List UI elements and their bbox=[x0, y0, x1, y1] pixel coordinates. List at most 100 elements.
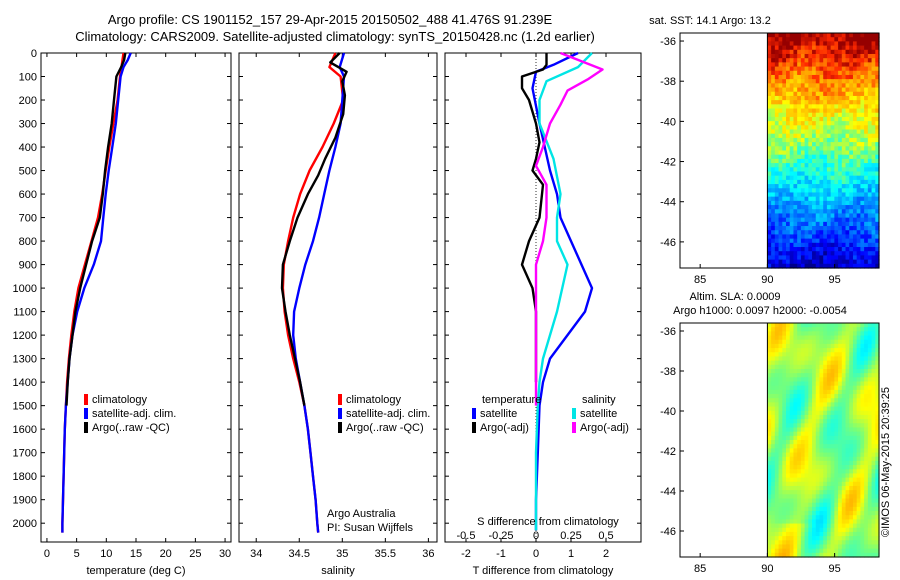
y-tick-label: 1200 bbox=[13, 330, 37, 342]
legend-swatch bbox=[84, 408, 88, 419]
map-x-tick-label: 95 bbox=[829, 274, 841, 286]
series-line-diff-2 bbox=[534, 52, 593, 531]
legend-swatch bbox=[84, 422, 88, 433]
x-tick-label-sal: 35.5 bbox=[375, 548, 396, 560]
y-tick-label: 1000 bbox=[13, 283, 37, 295]
map-x-tick-label: 95 bbox=[829, 563, 841, 575]
s-diff-tick-label: 0.25 bbox=[560, 530, 581, 542]
y-tick-label: 1100 bbox=[13, 307, 37, 319]
series-line-sal-2 bbox=[280, 52, 348, 406]
x-tick-label-diff: 1 bbox=[568, 548, 574, 560]
y-tick-label: 900 bbox=[19, 260, 37, 272]
legend-label: Argo(-adj) bbox=[480, 422, 529, 434]
map-y-tick-label: -40 bbox=[660, 406, 676, 418]
y-tick-label: 500 bbox=[19, 166, 37, 178]
s-diff-tick-label: -0.5 bbox=[457, 530, 476, 542]
map-y-tick-label: -38 bbox=[660, 366, 676, 378]
title-line2: Climatology: CARS2009. Satellite-adjuste… bbox=[75, 29, 595, 44]
x-tick-label-temp: 0 bbox=[44, 548, 50, 560]
x-tick-label-temp: 20 bbox=[160, 548, 172, 560]
map-y-tick-label: -46 bbox=[660, 526, 676, 538]
series-line-temp-1 bbox=[61, 52, 132, 533]
legend-swatch bbox=[338, 394, 342, 405]
legend-label: climatology bbox=[92, 394, 148, 406]
legend-swatch bbox=[338, 422, 342, 433]
s-diff-tick-label: 0 bbox=[533, 530, 539, 542]
y-tick-label: 1800 bbox=[13, 471, 37, 483]
x-axis-label-diff: T difference from climatology bbox=[473, 565, 614, 577]
map-y-tick-label: -36 bbox=[660, 326, 676, 338]
map-y-tick-label: -42 bbox=[660, 157, 676, 169]
legend-swatch bbox=[572, 408, 576, 419]
x-tick-label-temp: 30 bbox=[219, 548, 231, 560]
y-tick-label: 1400 bbox=[13, 377, 37, 389]
x-tick-label-diff: -2 bbox=[461, 548, 471, 560]
y-tick-label: 2000 bbox=[13, 518, 37, 530]
map-y-tick-label: -42 bbox=[660, 446, 676, 458]
legend-label: Argo(-adj) bbox=[580, 422, 629, 434]
legend-swatch bbox=[572, 422, 576, 433]
map-frame-sst bbox=[679, 32, 880, 269]
panel-sal: 34 34.5 35 35.5 36 salinity climatology satelli… bbox=[238, 52, 438, 577]
axes-frame-sal bbox=[238, 52, 438, 543]
y-tick-label: 0 bbox=[31, 48, 37, 60]
map-y-tick-label: -40 bbox=[660, 116, 676, 128]
legend-swatch bbox=[84, 394, 88, 405]
map-y-tick-label: -46 bbox=[660, 237, 676, 249]
map-y-tick-label: -44 bbox=[660, 486, 676, 498]
map-frame-sla bbox=[679, 322, 880, 558]
y-tick-label: 1300 bbox=[13, 354, 37, 366]
panel-diff: -2 -1 0 1 2 T difference from climatology temp… bbox=[444, 51, 642, 577]
axes-frame-temp bbox=[40, 52, 232, 543]
heatmap-cells-sst bbox=[767, 33, 880, 269]
x-tick-label-temp: 25 bbox=[189, 548, 201, 560]
map-x-tick-label: 85 bbox=[694, 274, 706, 286]
legend-label: satellite-adj. clim. bbox=[346, 408, 430, 420]
x-tick-label-diff: 0 bbox=[533, 548, 539, 560]
legend-label: satellite-adj. clim. bbox=[92, 408, 176, 420]
x-tick-label-temp: 15 bbox=[130, 548, 142, 560]
heatmap-cells-sla bbox=[767, 323, 880, 558]
legend-swatch bbox=[472, 422, 476, 433]
legend-label: satellite bbox=[580, 408, 617, 420]
x-tick-label-diff: -1 bbox=[496, 548, 506, 560]
y-tick-label: 800 bbox=[19, 236, 37, 248]
series-line-sal-0 bbox=[281, 52, 345, 533]
y-tick-label: 1700 bbox=[13, 448, 37, 460]
map-y-tick-label: -36 bbox=[660, 36, 676, 48]
legend-salinity-header: salinity bbox=[582, 394, 616, 406]
y-tick-label: 100 bbox=[19, 72, 37, 84]
s-diff-axis-label: S difference from climatology bbox=[477, 516, 619, 528]
s-diff-tick-label: 0.5 bbox=[598, 530, 613, 542]
s-diff-tick-label: -0.25 bbox=[488, 530, 513, 542]
x-tick-label-temp: 5 bbox=[74, 548, 80, 560]
x-axis-label-temp: temperature (deg C) bbox=[86, 565, 185, 577]
map-sst: -36 -38 -40 -42 -44 -46 85 90 95 bbox=[660, 32, 880, 286]
sst-title: sat. SST: 14.1 Argo: 13.2 bbox=[649, 15, 771, 27]
x-tick-label-sal: 35 bbox=[336, 548, 348, 560]
y-tick-label: 1600 bbox=[13, 424, 37, 436]
y-tick-label: 600 bbox=[19, 189, 37, 201]
legend-label: climatology bbox=[346, 394, 402, 406]
series-line-diff-1 bbox=[520, 53, 548, 383]
y-tick-label: 300 bbox=[19, 119, 37, 131]
legend-label: satellite bbox=[480, 408, 517, 420]
x-tick-label-sal: 34.5 bbox=[289, 548, 310, 560]
panel-temp: 0100200300400500600700800900100011001200… bbox=[13, 48, 232, 577]
series-line-temp-2 bbox=[65, 52, 127, 406]
sla-title-line2: Argo h1000: 0.0097 h2000: -0.0054 bbox=[673, 305, 847, 317]
map-y-tick-label: -44 bbox=[660, 197, 676, 209]
legend-swatch bbox=[338, 408, 342, 419]
axes-frame-diff bbox=[444, 52, 642, 543]
legend-swatch bbox=[472, 408, 476, 419]
x-tick-label-diff: 2 bbox=[603, 548, 609, 560]
series-line-sal-1 bbox=[292, 52, 346, 533]
sla-title-line1: Altim. SLA: 0.0009 bbox=[689, 291, 780, 303]
legend-label: Argo(..raw -QC) bbox=[92, 422, 170, 434]
x-tick-label-temp: 10 bbox=[100, 548, 112, 560]
x-tick-label-sal: 34 bbox=[250, 548, 262, 560]
y-tick-label: 1500 bbox=[13, 401, 37, 413]
x-axis-label-sal: salinity bbox=[321, 565, 355, 577]
credit-line1: Argo Australia bbox=[327, 508, 396, 520]
